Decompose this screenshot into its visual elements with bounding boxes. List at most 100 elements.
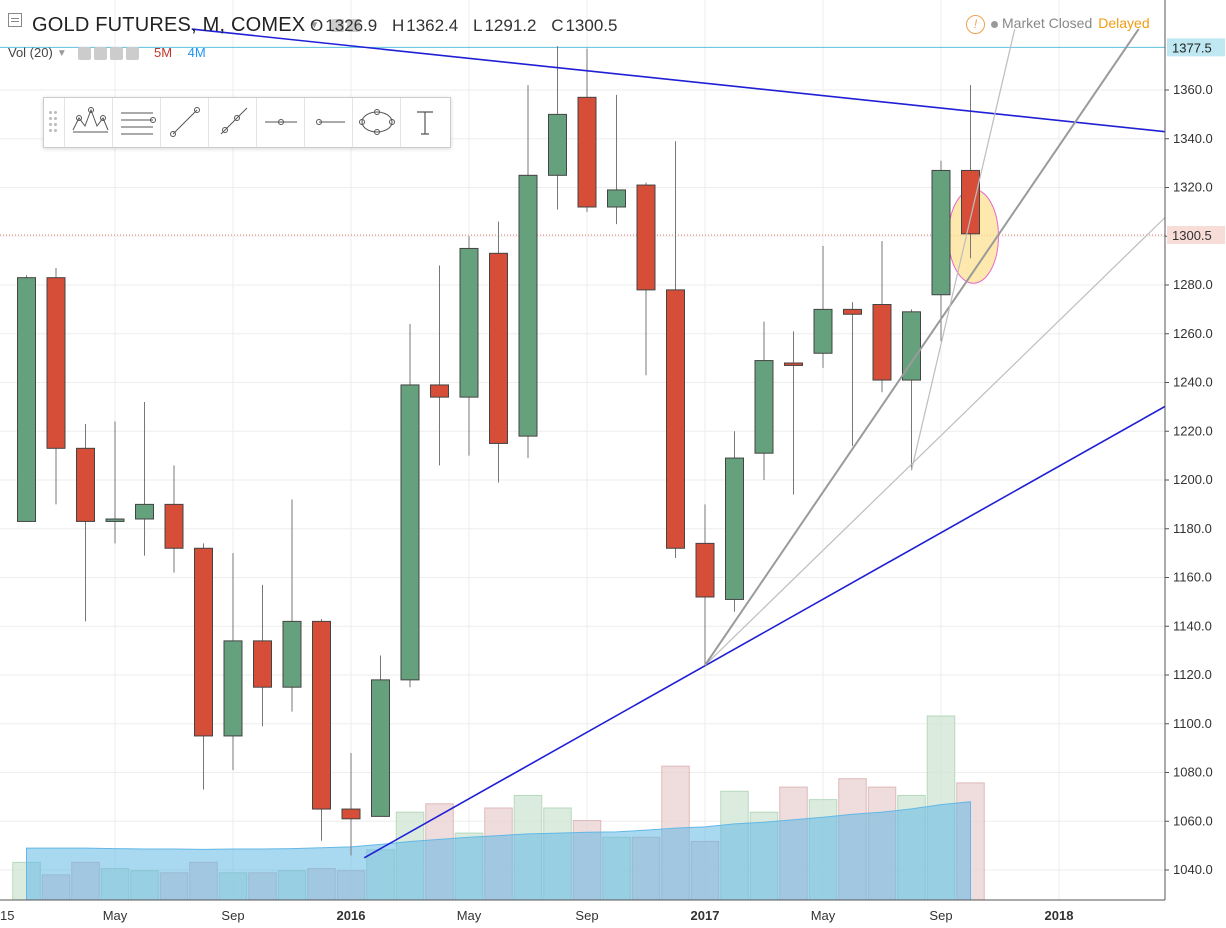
low-value: 1291.2 xyxy=(484,16,537,35)
candle xyxy=(341,753,361,856)
price-tick-label: 1140.0 xyxy=(1173,618,1212,633)
price-axis[interactable]: 1040.0 1060.0 1080.0 1100.0 1120.0 1140.0 1160… xyxy=(1164,0,1225,900)
volume-value-5m: 5M xyxy=(153,45,173,60)
candle-body-up xyxy=(223,640,243,737)
eye-icon[interactable] xyxy=(78,47,92,61)
candle-body-down xyxy=(194,547,213,737)
price-tick-label: 1280.0 xyxy=(1173,277,1213,292)
candle-body-down xyxy=(430,384,449,398)
tool-ray[interactable] xyxy=(208,98,257,147)
candle-body-up xyxy=(17,277,36,522)
candle-body-down xyxy=(164,503,184,549)
gear-icon[interactable] xyxy=(94,47,108,61)
candle-body-up xyxy=(400,384,420,681)
candle xyxy=(194,543,213,790)
resistance-trendline[interactable] xyxy=(191,28,1186,134)
candle-body-up xyxy=(459,247,479,398)
candle-body-down xyxy=(872,304,892,381)
candle xyxy=(754,321,774,480)
time-tick-label: Sep xyxy=(221,908,244,923)
candle xyxy=(312,618,331,841)
candle-body-down xyxy=(843,308,862,315)
candle-body-down xyxy=(76,447,95,522)
horizontal-line-icon xyxy=(316,119,345,125)
candle-body-up xyxy=(135,503,154,520)
fib-lines-icon xyxy=(121,112,156,135)
tool-text[interactable] xyxy=(400,98,449,147)
candle xyxy=(961,85,980,259)
tool-trend-line[interactable] xyxy=(160,98,209,147)
candle xyxy=(843,302,862,446)
tool-ellipse[interactable] xyxy=(352,98,401,147)
candle-body-up xyxy=(931,169,951,296)
volume-ma-area xyxy=(26,801,971,900)
candle xyxy=(459,236,479,456)
open-value: 1326.9 xyxy=(325,16,378,35)
alert-icon[interactable]: ! xyxy=(966,15,985,34)
last-price-label: 1300.5 xyxy=(1167,226,1225,245)
plus-icon[interactable] xyxy=(110,47,124,61)
close-key: C xyxy=(551,16,564,35)
time-tick-label: May xyxy=(103,908,128,923)
candle xyxy=(872,241,892,393)
gear-icon[interactable] xyxy=(347,19,361,33)
ray-icon xyxy=(220,107,248,135)
candle xyxy=(105,421,125,544)
chevron-down-icon[interactable]: ▼ xyxy=(309,20,320,32)
candle xyxy=(135,402,154,556)
candle-body-down xyxy=(489,252,508,444)
candles xyxy=(17,46,980,856)
ellipse-icon xyxy=(359,109,395,135)
time-tick-label: Sep xyxy=(929,908,952,923)
delayed-label: Delayed xyxy=(1098,15,1150,32)
horizontal-ray-icon xyxy=(265,119,297,125)
chevron-down-icon[interactable]: ▼ xyxy=(56,48,67,60)
candle xyxy=(489,221,508,483)
drag-handle-icon[interactable] xyxy=(49,111,57,133)
time-axis[interactable]: 15 May Sep 2016 May Sep 2017 May Sep 2018 xyxy=(0,899,1165,923)
ohlc-readout: O 1326.9 H 1362.4 L 1291.2 C 1300.5 xyxy=(310,16,627,36)
price-tick-label: 1080.0 xyxy=(1173,765,1213,780)
chart-header: GOLD FUTURES, M, COMEX ▼ O 1326.9 H 1362.4 … xyxy=(0,0,960,42)
price-tick-label: 1260.0 xyxy=(1173,326,1213,341)
tool-pitchfork[interactable] xyxy=(64,98,113,147)
candle xyxy=(607,94,626,225)
candle-body-up xyxy=(282,620,302,688)
eye-icon[interactable] xyxy=(331,19,345,33)
candle xyxy=(931,160,951,342)
candle xyxy=(371,655,390,817)
tool-fib-lines[interactable] xyxy=(112,98,161,147)
candle xyxy=(666,141,685,558)
plot-area[interactable] xyxy=(0,28,1186,900)
candle xyxy=(223,553,243,771)
trend-line-icon xyxy=(170,107,200,137)
candle-body-down xyxy=(341,808,361,820)
candle-body-up xyxy=(518,174,538,437)
fan-line[interactable] xyxy=(910,28,1016,471)
price-tick-label: 1360.0 xyxy=(1173,82,1213,97)
candle-body-down xyxy=(46,277,66,449)
price-tick-label: 1120.0 xyxy=(1173,667,1212,682)
support-trendline[interactable] xyxy=(363,395,1186,859)
candle xyxy=(164,465,184,573)
fan-line[interactable] xyxy=(704,28,1140,666)
symbol-title[interactable]: GOLD FUTURES, M, COMEX ▼ xyxy=(32,14,363,37)
candle-body-down xyxy=(961,169,980,235)
market-closed-label: Market Closed xyxy=(1002,15,1093,32)
time-tick-label: May xyxy=(811,908,836,923)
symbol-list-icon[interactable] xyxy=(8,13,22,27)
tool-horizontal-line[interactable] xyxy=(304,98,353,147)
tool-horizontal-ray[interactable] xyxy=(256,98,305,147)
volume-label[interactable]: Vol (20) xyxy=(8,45,53,60)
price-tick-label: 1100.0 xyxy=(1173,716,1212,731)
price-tick-label: 1200.0 xyxy=(1173,472,1213,487)
marked-level-label-text: 1377.5 xyxy=(1172,40,1212,55)
candle xyxy=(46,267,66,505)
candle-body-down xyxy=(312,620,331,810)
candle xyxy=(282,499,302,712)
price-tick-label: 1340.0 xyxy=(1173,131,1213,146)
close-icon[interactable] xyxy=(126,47,140,61)
fan-line[interactable] xyxy=(704,197,1186,666)
candle xyxy=(695,504,715,666)
